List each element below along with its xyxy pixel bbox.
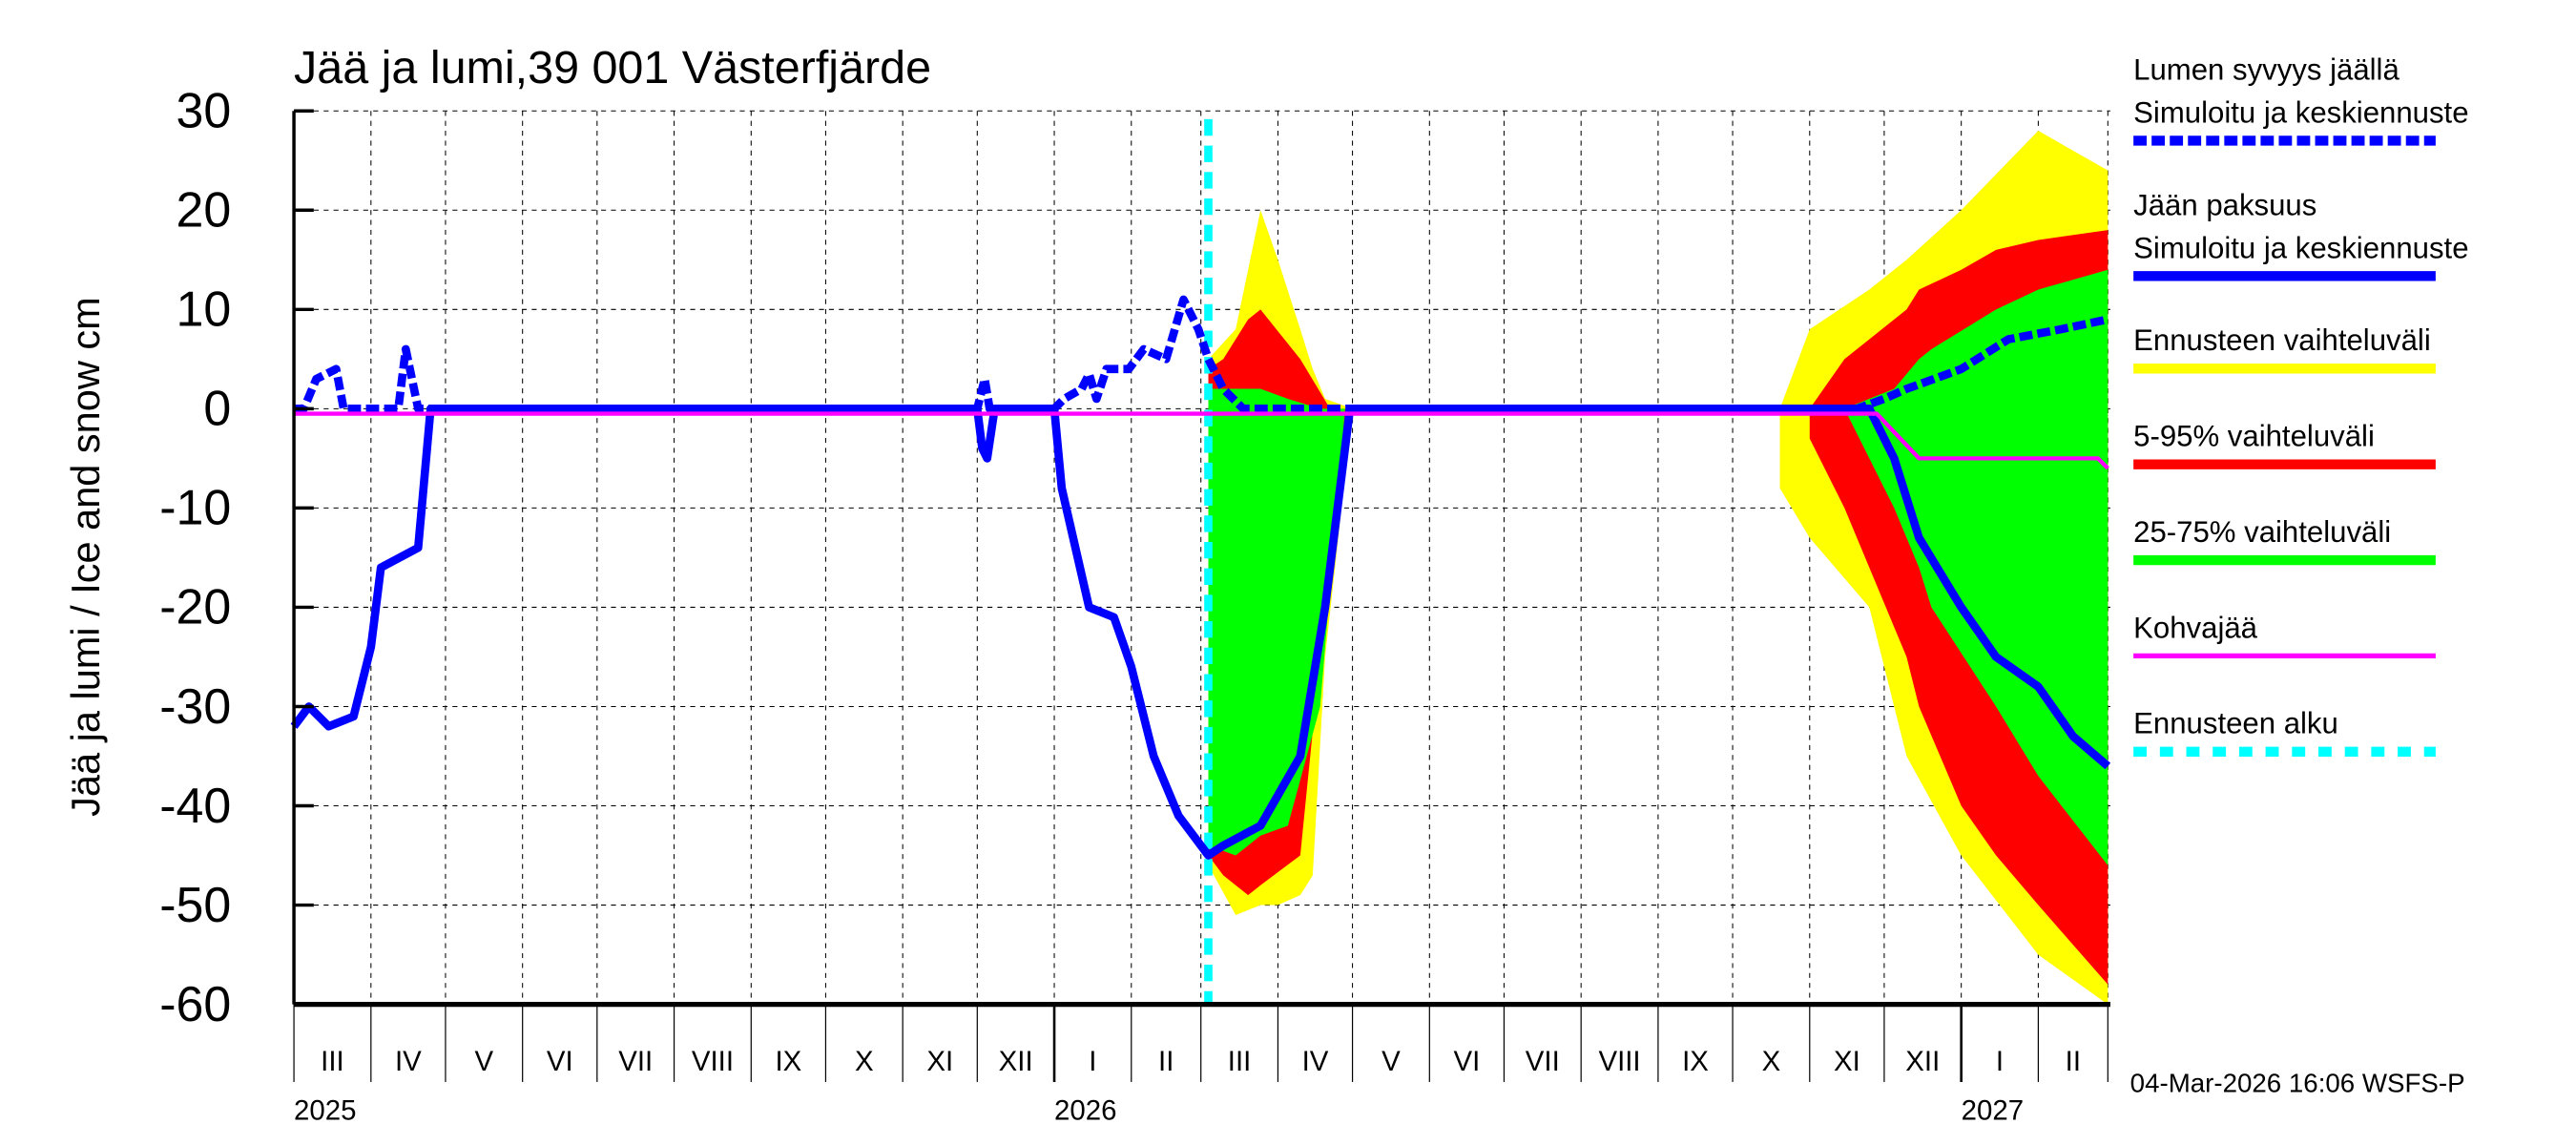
month-label: I [1089,1046,1096,1077]
month-label: XII [1905,1046,1940,1077]
green-band [1844,269,2109,865]
month-label: III [321,1046,344,1077]
year-label: 2027 [1962,1095,2024,1127]
month-label: V [1381,1046,1401,1077]
y-tick-label: -30 [159,679,231,735]
legend-sublabel: Simuloitu ja keskiennuste [2133,95,2468,129]
legend-sublabel: Simuloitu ja keskiennuste [2133,231,2468,264]
chart-title: Jää ja lumi,39 001 Västerfjärde [294,42,931,94]
legend-label: Jään paksuus [2133,188,2316,221]
legend-label: Kohvajää [2133,611,2258,644]
month-label: V [475,1046,494,1077]
y-axis-label: Jää ja lumi / Ice and snow cm [63,297,108,817]
axes: III IV V VI VII VIII IX X XI XII I II III IV V VI VII VII… [159,84,2110,1127]
y-tick-label: -10 [159,481,231,536]
y-tick-label: -50 [159,878,231,933]
y-tick-label: -60 [159,977,231,1032]
series-lines [290,118,2111,1005]
legend-label: Lumen syvyys jäällä [2133,52,2399,86]
month-label: VIII [1598,1046,1640,1077]
snow-depth-line [294,295,2109,413]
month-label: VI [547,1046,573,1077]
year-label: 2025 [294,1095,356,1127]
legend-item: Lumen syvyys jäällä Simuloitu ja keskienn… [2133,52,2469,146]
slush-ice-line [294,411,2109,470]
month-label: I [1996,1046,2004,1077]
legend-label: 5-95% vaihteluväli [2133,420,2375,453]
footer-timestamp: 04-Mar-2026 16:06 WSFS-P [2130,1068,2465,1097]
ice-thickness-line [290,405,2111,860]
legend: Lumen syvyys jäällä Simuloitu ja keskienn… [2133,52,2469,757]
month-label: IV [1302,1046,1329,1077]
legend-item: 25-75% vaihteluväli [2133,515,2436,566]
month-label: IX [1682,1046,1709,1077]
green-band [1208,388,1345,856]
legend-item: Ennusteen alku [2133,707,2436,757]
month-label: XI [926,1046,953,1077]
month-label: IX [775,1046,801,1077]
y-tick-label: 10 [177,282,232,338]
month-label: III [1228,1046,1252,1077]
month-label: VII [618,1046,653,1077]
legend-item: Kohvajää [2133,611,2436,658]
month-label: XII [999,1046,1033,1077]
month-label: XI [1834,1046,1860,1077]
month-label: IV [395,1046,422,1077]
month-label: II [2066,1046,2081,1077]
month-label: VI [1453,1046,1480,1077]
month-label: X [1762,1046,1781,1077]
legend-label: Ennusteen vaihteluväli [2133,323,2431,357]
y-tick-label: -40 [159,779,231,834]
year-label: 2026 [1054,1095,1116,1127]
legend-label: Ennusteen alku [2133,707,2338,740]
legend-item: Jään paksuus Simuloitu ja keskiennuste [2133,188,2469,281]
y-tick-label: 30 [177,84,232,139]
month-label: VII [1526,1046,1560,1077]
legend-item: Ennusteen vaihteluväli [2133,323,2436,374]
y-tick-label: 0 [203,382,231,437]
y-tick-label: 20 [177,183,232,239]
month-label: X [855,1046,874,1077]
month-label: VIII [692,1046,734,1077]
y-tick-label: -20 [159,580,231,635]
legend-item: 5-95% vaihteluväli [2133,420,2436,469]
legend-label: 25-75% vaihteluväli [2133,515,2391,549]
month-label: II [1158,1046,1174,1077]
